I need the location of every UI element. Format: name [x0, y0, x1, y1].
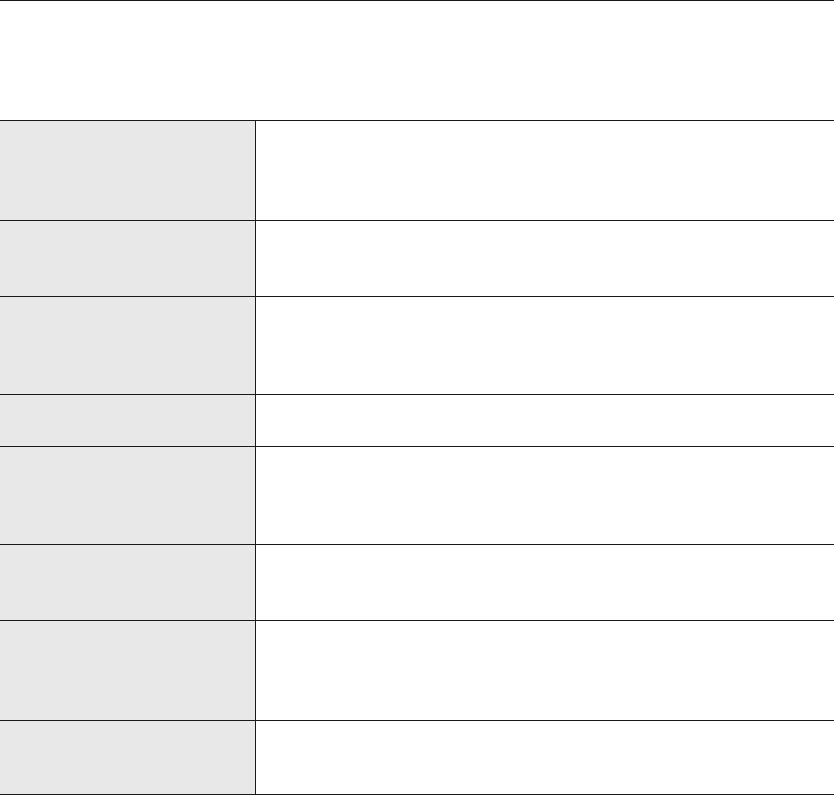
header-column — [0, 120, 255, 795]
table — [0, 120, 834, 795]
